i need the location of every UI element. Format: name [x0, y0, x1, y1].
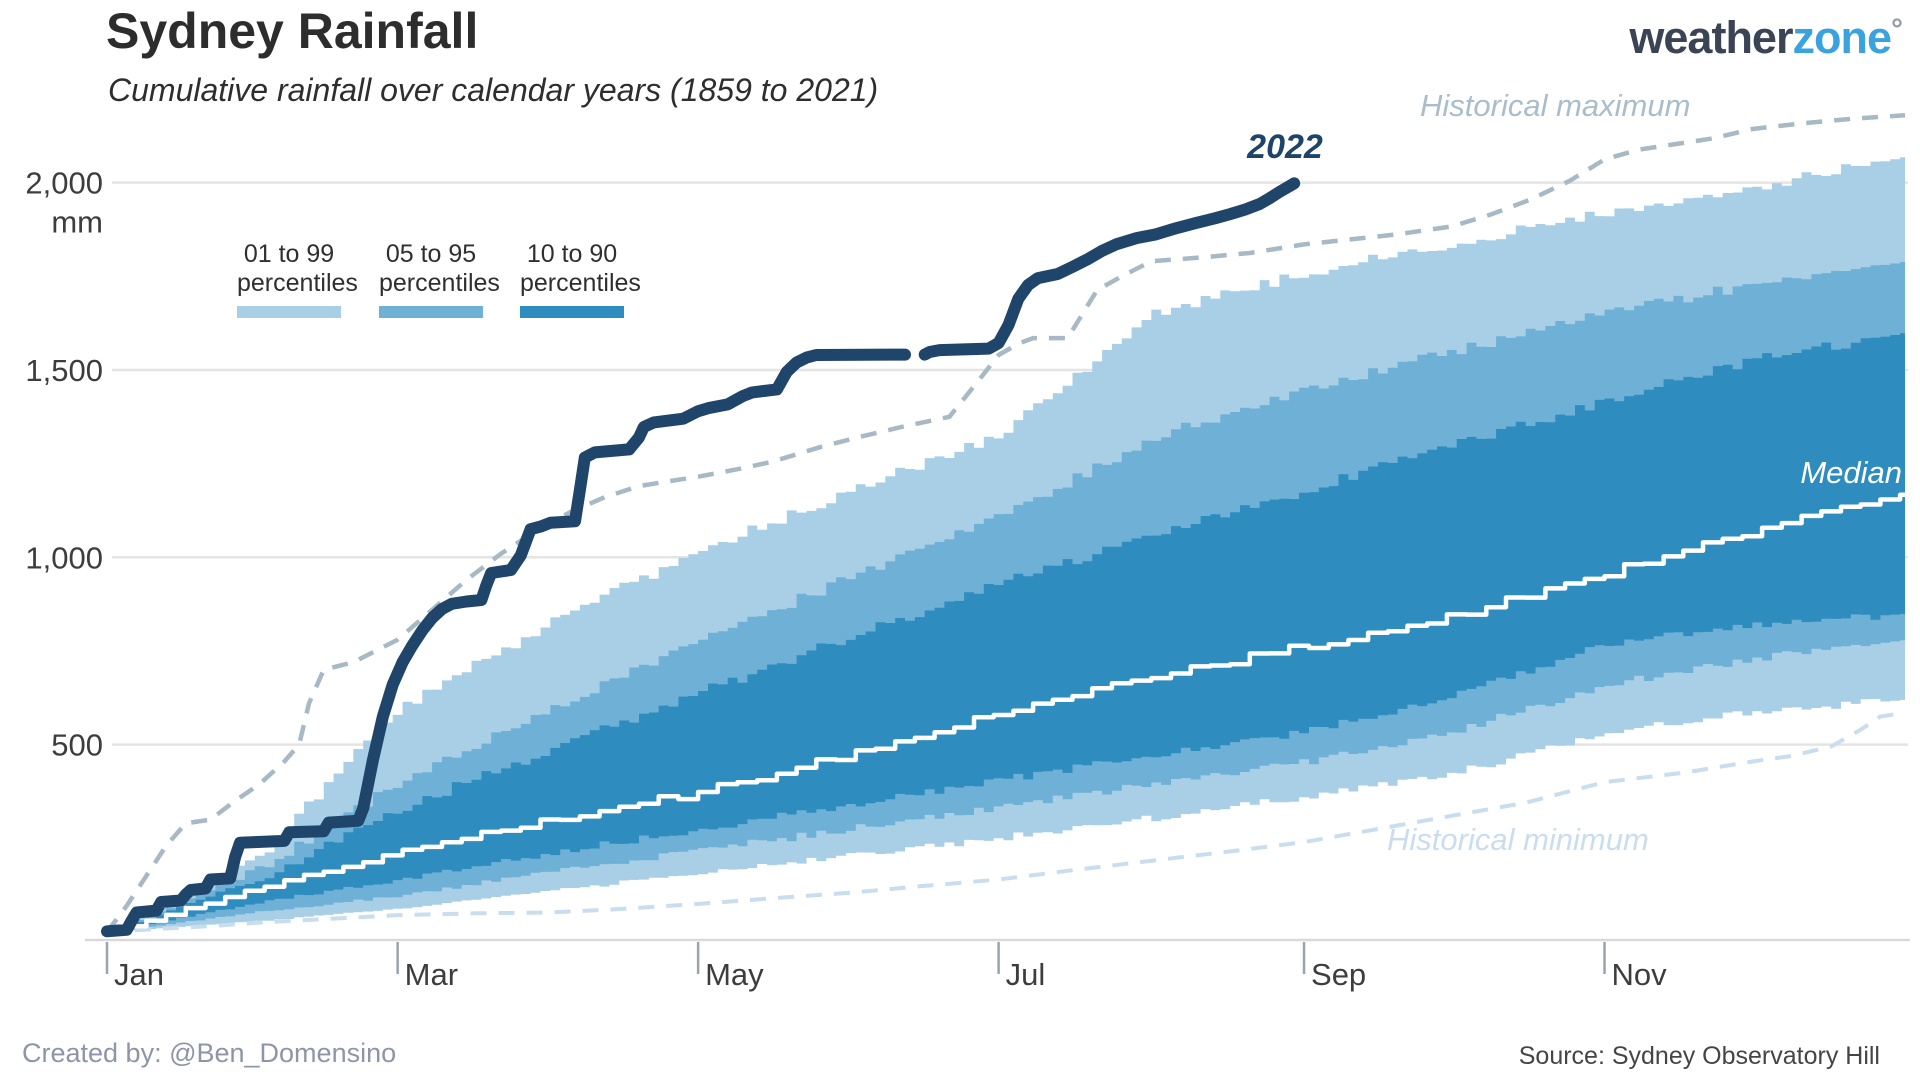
legend-item-05-95: 05 to 95 percentiles	[379, 240, 500, 318]
legend-label: percentiles	[520, 269, 641, 297]
x-tick-label-Jan: Jan	[114, 957, 164, 992]
line-2022-segment-1	[101, 348, 911, 938]
x-tick-label-Sep: Sep	[1311, 957, 1366, 992]
y-tick-label-1,500: 1,500	[25, 353, 103, 388]
logo-zone-text: zone	[1792, 12, 1892, 63]
x-tick-label-Nov: Nov	[1612, 957, 1668, 992]
page-subtitle: Cumulative rainfall over calendar years …	[108, 72, 879, 108]
x-tick-label-Jul: Jul	[1006, 957, 1046, 992]
legend-item-10-90: 10 to 90 percentiles	[520, 240, 641, 318]
historical-minimum-line	[106, 710, 1906, 934]
y-tick-label-1,000: 1,000	[25, 540, 103, 575]
legend-swatch-dark	[520, 306, 624, 318]
page-title: Sydney Rainfall	[106, 3, 479, 59]
created-by-credit: Created by: @Ben_Domensino	[22, 1038, 397, 1068]
source-credit: Source: Sydney Observatory Hill	[1518, 1042, 1880, 1070]
annotation-historical-maximum: Historical maximum	[1420, 88, 1691, 123]
annotation-median: Median	[1800, 455, 1902, 490]
legend-swatch-light	[237, 306, 341, 318]
logo-weather-text: weather	[1629, 12, 1793, 63]
annotation-2022: 2022	[1247, 128, 1323, 166]
line-2022-segment-2	[918, 177, 1301, 361]
weatherzone-logo: weatherzone°	[1629, 12, 1903, 64]
y-tick-label-2,000: 2,000	[25, 166, 103, 201]
legend-swatch-medium	[379, 306, 483, 318]
legend-label: 05 to 95	[385, 240, 477, 268]
x-tick-label-Mar: Mar	[405, 957, 458, 992]
legend-item-01-99: 01 to 99 percentiles	[237, 240, 358, 318]
legend-label: percentiles	[379, 269, 500, 297]
legend-label: 10 to 90	[526, 240, 618, 268]
band-10-to-90-percentiles	[107, 332, 1905, 932]
legend-label: 01 to 99	[243, 240, 335, 268]
y-axis-unit-label: mm	[51, 205, 103, 240]
legend-label: percentiles	[237, 269, 358, 297]
logo-degree-icon: °	[1891, 13, 1903, 46]
y-tick-label-500: 500	[51, 728, 103, 763]
annotation-historical-minimum: Historical minimum	[1387, 822, 1649, 857]
x-tick-label-May: May	[705, 957, 764, 992]
median-line	[107, 492, 1908, 935]
